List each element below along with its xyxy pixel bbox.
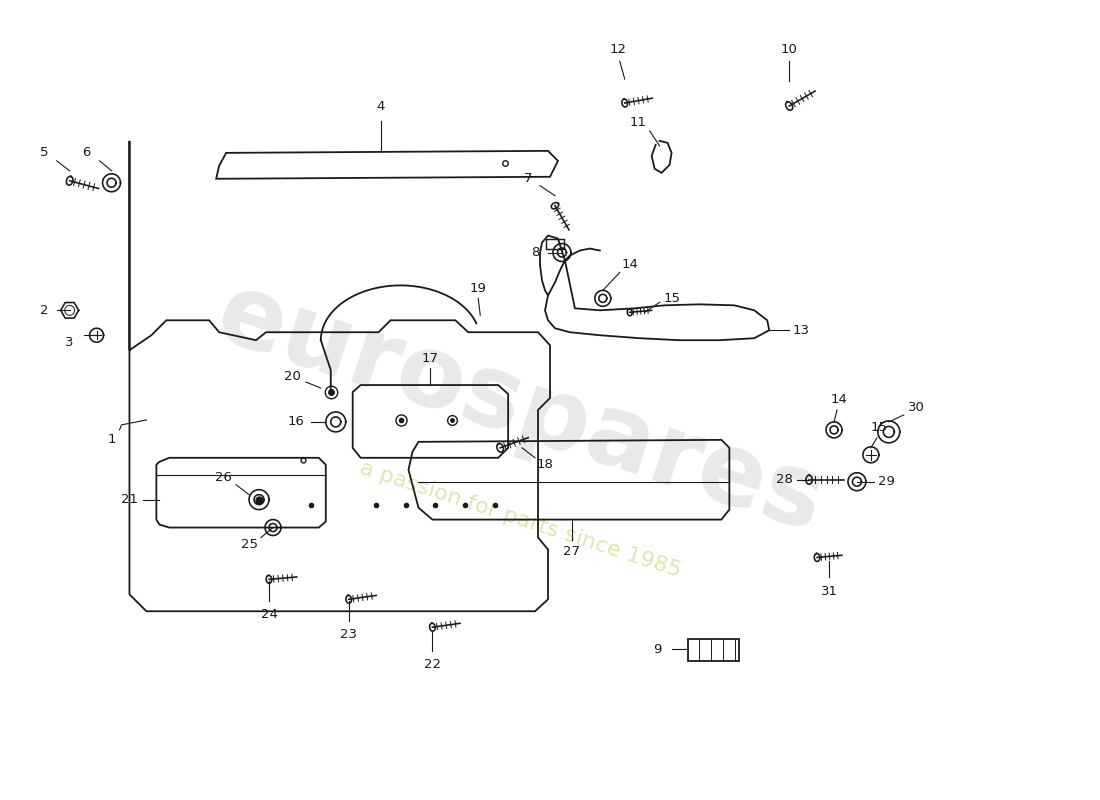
Text: 7: 7 xyxy=(524,172,532,186)
Text: 12: 12 xyxy=(609,42,626,56)
Text: 28: 28 xyxy=(776,474,793,486)
Text: 16: 16 xyxy=(287,415,305,429)
Text: 23: 23 xyxy=(340,628,358,641)
Text: 8: 8 xyxy=(531,246,539,259)
Text: 3: 3 xyxy=(65,336,74,349)
Text: 20: 20 xyxy=(285,370,301,382)
Text: 22: 22 xyxy=(424,658,441,670)
Text: 5: 5 xyxy=(40,146,48,159)
Text: 24: 24 xyxy=(261,608,277,621)
Text: 19: 19 xyxy=(470,282,486,295)
Text: a passion for parts since 1985: a passion for parts since 1985 xyxy=(356,458,683,581)
Text: 30: 30 xyxy=(909,402,925,414)
Text: 21: 21 xyxy=(121,493,138,506)
Text: 25: 25 xyxy=(241,538,257,551)
Text: 27: 27 xyxy=(563,545,581,558)
Text: 2: 2 xyxy=(40,304,48,317)
Text: 9: 9 xyxy=(653,642,662,656)
Text: 14: 14 xyxy=(621,258,638,271)
Text: 29: 29 xyxy=(879,475,895,488)
Text: 10: 10 xyxy=(781,42,798,56)
Text: 13: 13 xyxy=(793,324,810,337)
Text: 6: 6 xyxy=(82,146,91,159)
Text: 31: 31 xyxy=(821,585,837,598)
Text: 15: 15 xyxy=(870,422,888,434)
Text: eurospares: eurospares xyxy=(205,266,836,554)
Text: 4: 4 xyxy=(376,99,385,113)
Text: 26: 26 xyxy=(214,471,232,484)
Text: 14: 14 xyxy=(830,394,847,406)
Text: 11: 11 xyxy=(629,117,646,130)
Text: 17: 17 xyxy=(422,352,439,365)
Text: 18: 18 xyxy=(537,458,553,471)
Text: 1: 1 xyxy=(108,434,115,446)
Text: 15: 15 xyxy=(663,292,680,305)
